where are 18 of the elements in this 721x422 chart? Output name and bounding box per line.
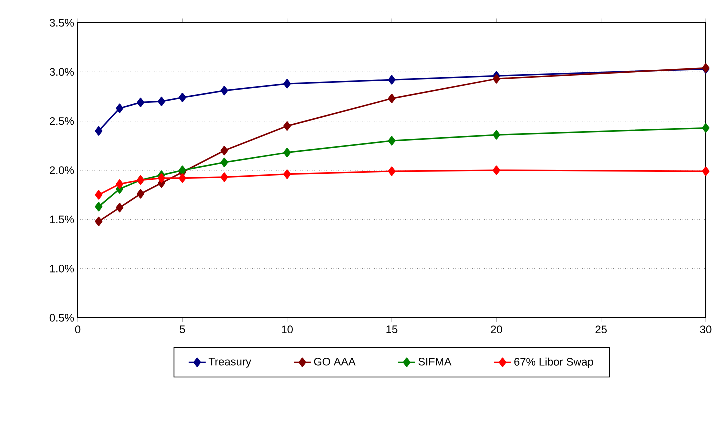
y-tick-label: 0.5% bbox=[50, 314, 74, 322]
x-tick-label: 15 bbox=[386, 326, 398, 334]
x-tick-label: 10 bbox=[282, 326, 293, 334]
y-tick-label: 2.0% bbox=[50, 166, 74, 174]
y-tick-label: 3.5% bbox=[50, 19, 74, 27]
legend-label: 67% Libor Swap bbox=[514, 358, 594, 368]
legend-label: Treasury bbox=[208, 358, 252, 368]
y-tick-label: 1.5% bbox=[50, 216, 74, 224]
x-tick-label: 20 bbox=[491, 326, 502, 334]
legend-label: GO AAA bbox=[314, 358, 356, 366]
y-tick-label: 2.5% bbox=[50, 117, 74, 126]
x-tick-label: 0 bbox=[75, 326, 81, 334]
y-tick-label: 1.0% bbox=[50, 264, 74, 273]
x-tick-label: 25 bbox=[596, 326, 607, 334]
x-tick-label: 5 bbox=[180, 326, 186, 334]
x-tick-label: 30 bbox=[700, 326, 712, 334]
legend-label: SIFMA bbox=[418, 358, 452, 366]
y-tick-label: 3.0% bbox=[50, 68, 74, 76]
